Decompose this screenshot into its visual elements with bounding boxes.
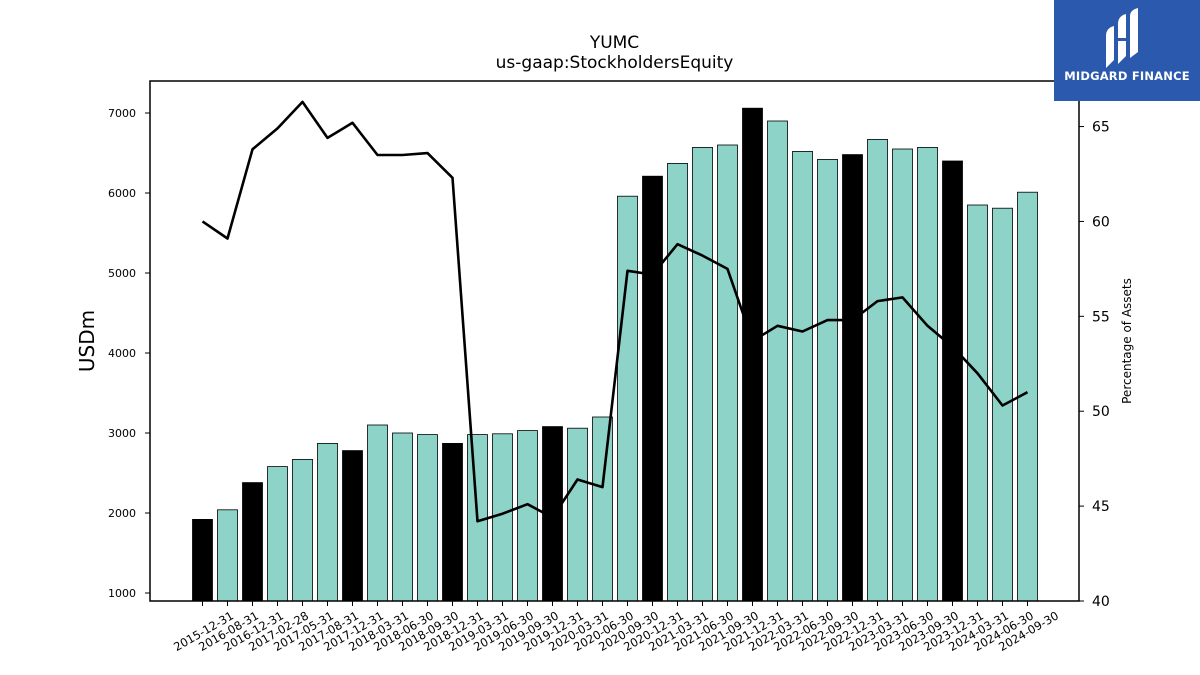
bar-2023-03-31 xyxy=(867,138,888,602)
bar-2017-08-31 xyxy=(317,442,338,602)
bar-2015-12-31 xyxy=(192,519,213,602)
y2-axis: 40 45 50 55 60 65 xyxy=(1079,120,1110,610)
bar-2023-09-30 xyxy=(917,146,938,602)
y2-tick-label: 55 xyxy=(1092,309,1110,325)
y-tick-label: 4000 xyxy=(108,347,136,360)
plot-frame xyxy=(149,80,1080,602)
midgard-finance-logo: MIDGARD FINANCE xyxy=(1054,0,1200,101)
y2-tick-label: 45 xyxy=(1092,499,1110,515)
chart-title: YUMC xyxy=(589,33,639,53)
bar-2020-06-30 xyxy=(592,416,613,602)
bar-2018-09-30 xyxy=(417,434,438,602)
bar-2023-12-31 xyxy=(942,160,963,602)
y2-tick-label: 40 xyxy=(1092,594,1110,610)
logo-text: MIDGARD FINANCE xyxy=(1064,69,1190,83)
bar-2022-06-30 xyxy=(792,150,813,602)
bar-2020-09-30 xyxy=(617,195,638,602)
y2-tick-label: 65 xyxy=(1092,120,1110,136)
y-axis: 1000 2000 3000 4000 5000 6000 7000 xyxy=(108,107,150,600)
y-tick-label: 5000 xyxy=(108,267,136,280)
bar-2019-09-30 xyxy=(517,430,538,602)
bar-2020-12-31 xyxy=(642,175,663,602)
bar-2021-03-31 xyxy=(667,162,688,602)
bar-2020-03-31 xyxy=(567,427,588,602)
y-tick-label: 3000 xyxy=(108,427,136,440)
bar-2017-05-31 xyxy=(292,458,313,602)
percentage-line-series xyxy=(201,100,1029,523)
y2-tick-label: 50 xyxy=(1092,404,1110,420)
bar-2023-06-30 xyxy=(892,148,913,602)
bar-2022-09-30 xyxy=(817,158,838,602)
bar-2024-03-31 xyxy=(967,204,988,602)
y-tick-label: 1000 xyxy=(108,587,136,600)
percentage-line xyxy=(201,100,1029,523)
bar-2022-03-31 xyxy=(767,120,788,602)
chart-subtitle: us-gaap:StockholdersEquity xyxy=(496,53,734,73)
y2-tick-label: 60 xyxy=(1092,214,1110,230)
bar-2018-06-30 xyxy=(392,432,413,602)
y-tick-label: 6000 xyxy=(108,187,136,200)
bar-2017-02-28 xyxy=(267,466,288,602)
bar-2021-09-30 xyxy=(717,144,738,602)
y-tick-label: 7000 xyxy=(108,107,136,120)
bar-2022-12-31 xyxy=(842,154,863,602)
bar-2016-08-31 xyxy=(217,509,238,602)
bar-2017-12-31 xyxy=(342,450,363,602)
bar-2018-12-31 xyxy=(442,442,463,602)
bar-series xyxy=(192,107,1038,602)
bar-2021-06-30 xyxy=(692,146,713,602)
y-axis-label: USDm xyxy=(75,310,99,372)
y2-axis-label: Percentage of Assets xyxy=(1120,278,1134,404)
bar-2019-06-30 xyxy=(492,433,513,602)
bar-2016-12-31 xyxy=(242,482,263,602)
x-axis: 2015-12-312016-08-312016-12-312017-02-28… xyxy=(171,601,1061,654)
bar-2018-03-31 xyxy=(367,424,388,602)
bar-2021-12-31 xyxy=(742,107,763,602)
midgard-logo-icon xyxy=(1106,8,1138,68)
y-tick-label: 2000 xyxy=(108,507,136,520)
